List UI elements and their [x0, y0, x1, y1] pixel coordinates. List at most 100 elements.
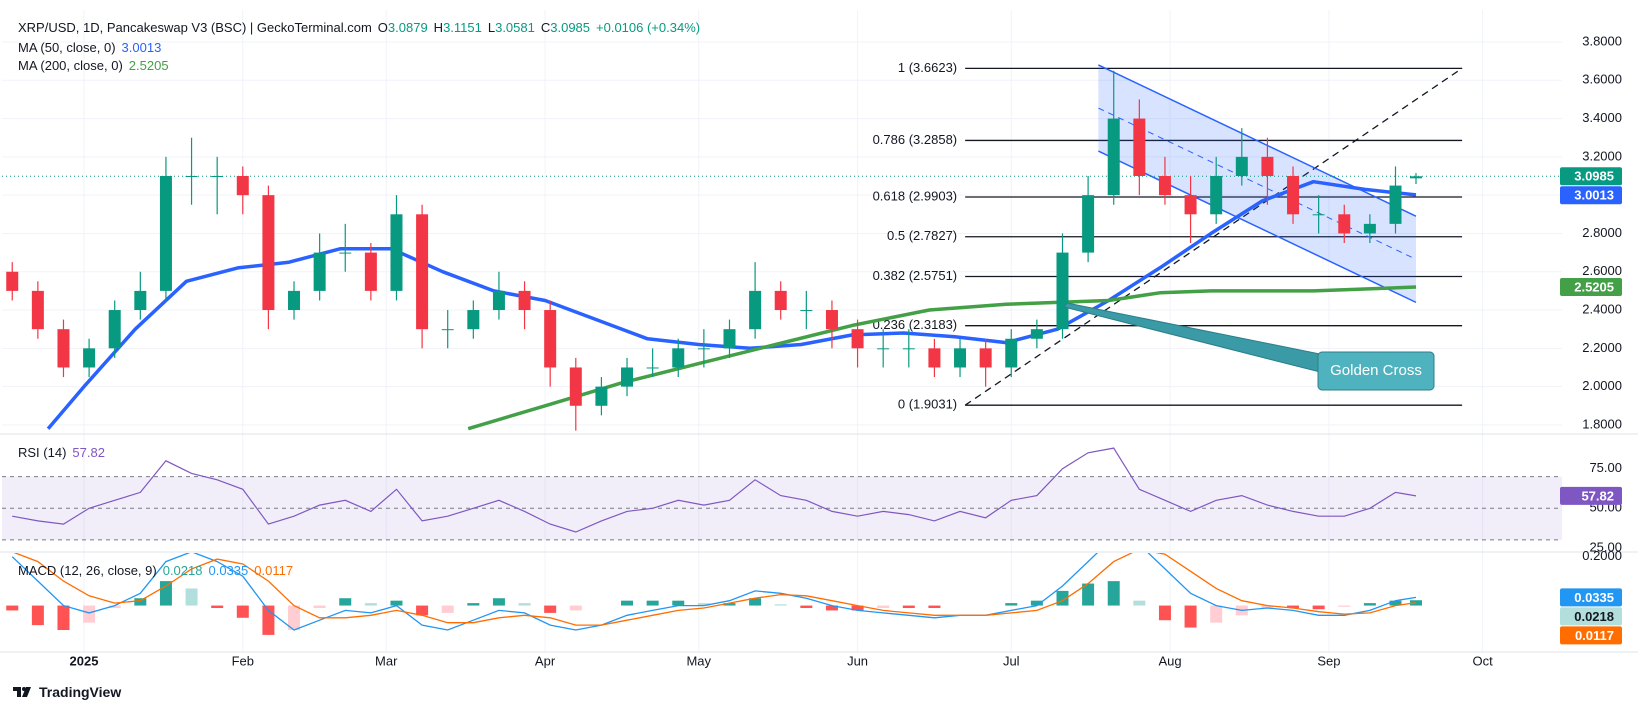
histogram-bar	[134, 598, 147, 606]
candle-body	[825, 310, 838, 330]
x-tick-label: Oct	[1472, 653, 1493, 668]
candle-body	[57, 329, 70, 368]
fib-label: 0 (1.9031)	[898, 397, 957, 412]
candle-body	[800, 310, 813, 312]
histogram-bar	[492, 598, 505, 606]
candle-body	[672, 348, 685, 368]
x-tick-label: Jun	[847, 653, 868, 668]
candle-body	[83, 348, 96, 368]
candle-body	[902, 348, 915, 350]
ohlc-label: L	[487, 20, 496, 35]
histogram-bar	[6, 605, 19, 611]
histogram-bar	[902, 605, 915, 608]
annotation-text: Golden Cross	[1330, 362, 1422, 379]
histogram-bar	[1363, 603, 1376, 606]
histogram-bar	[723, 603, 736, 606]
candle-body	[1312, 214, 1325, 216]
y-tick-label: 2.0000	[1582, 378, 1622, 393]
x-tick-label: Feb	[232, 653, 254, 668]
candle-body	[774, 290, 787, 311]
candle-body	[313, 252, 326, 291]
channel-upper	[1098, 64, 1417, 217]
ohlc-value: 3.0879	[387, 20, 428, 35]
y-tick-label: 3.2000	[1582, 148, 1622, 163]
candle-body	[1030, 329, 1043, 339]
rsi-legend: RSI (14) 57.82	[18, 445, 105, 460]
fib-label: 0.382 (2.5751)	[873, 268, 958, 283]
price-pane: 1 (3.6623) 0.786 (3.2858) 0.618 (2.9903) 0.…	[2, 60, 1562, 431]
price-tag-label: 0.0335	[1574, 590, 1614, 605]
channel-mid	[1098, 107, 1417, 260]
histogram-bar	[749, 598, 762, 606]
price-tag	[1560, 277, 1622, 296]
candle-body	[646, 367, 659, 369]
ohlc-value: 3.0581	[495, 20, 535, 35]
candle-body	[1107, 118, 1120, 196]
x-tick-label: Aug	[1159, 653, 1182, 668]
histogram-bar	[1082, 583, 1095, 606]
candle-body	[1005, 338, 1018, 368]
candle-body	[339, 252, 352, 254]
candle-body	[390, 214, 403, 291]
y-tick-label: 1.8000	[1582, 416, 1622, 431]
price-tag	[1560, 186, 1622, 205]
price-tag	[1560, 167, 1622, 186]
candle-body	[185, 176, 198, 178]
y-tick-label: 3.8000	[1582, 33, 1622, 48]
histogram-bar	[108, 605, 121, 608]
histogram-bar	[800, 605, 813, 608]
price-tag-label: 3.0985	[1574, 169, 1614, 184]
price-tag	[1560, 486, 1622, 505]
candle-body	[595, 386, 608, 406]
candle-body	[928, 348, 941, 368]
y-tick-label: 2.4000	[1582, 301, 1622, 316]
candle-body	[877, 348, 890, 350]
histogram-bar	[1005, 603, 1018, 606]
ohlc: O3.0879	[378, 20, 428, 35]
candle-body	[1133, 118, 1146, 177]
fib-label: 0.786 (3.2858)	[873, 132, 958, 147]
rsi-value: 57.82	[72, 445, 105, 460]
histogram-bar	[364, 603, 377, 606]
candle-body	[6, 271, 19, 291]
rsi-line	[12, 447, 1417, 533]
price-tag-label: 0.0218	[1574, 609, 1614, 624]
histogram-bar	[851, 605, 864, 611]
fib-label: 0.236 (2.3183)	[873, 317, 958, 332]
rsi-pane	[2, 447, 1562, 541]
histogram-bar	[441, 605, 454, 613]
macd-tick-label: 0.2000	[1582, 548, 1622, 563]
histogram-bar	[390, 600, 403, 606]
rsi-tick-label: 25.00	[1589, 539, 1622, 554]
histogram-bar	[621, 600, 634, 606]
candle-body	[262, 195, 275, 311]
fib-label: 0.5 (2.7827)	[887, 228, 957, 243]
ohlc-value: 3.1151	[443, 20, 482, 35]
macd-value: 0.0335	[208, 563, 249, 578]
candle-body	[851, 329, 864, 349]
candle-body	[211, 176, 224, 178]
ma-name: MA (50, close, 0)	[18, 40, 116, 55]
candle-body	[1056, 252, 1069, 330]
logo	[13, 687, 31, 697]
histogram-bar	[518, 603, 531, 606]
grid	[2, 10, 1562, 652]
symbol: XRP/USD, 1D, Pancakeswap V3 (BSC) | Geck…	[18, 20, 372, 35]
histogram-bar	[83, 605, 96, 623]
candle-body	[1338, 214, 1351, 234]
price-tag	[1560, 607, 1622, 626]
y-tick-label: 2.2000	[1582, 340, 1622, 355]
candle-body	[159, 176, 172, 291]
histogram-value: 0.0218	[162, 563, 203, 578]
candle-body	[134, 290, 147, 311]
histogram-bar	[236, 605, 249, 618]
histogram-bar	[31, 605, 44, 626]
candle-body	[441, 329, 454, 331]
fib-trend-line	[964, 67, 1463, 406]
histogram-bar	[185, 588, 198, 606]
histogram-bar	[416, 605, 429, 616]
x-tick-label: 2025	[70, 653, 99, 668]
histogram-bar	[825, 605, 838, 611]
